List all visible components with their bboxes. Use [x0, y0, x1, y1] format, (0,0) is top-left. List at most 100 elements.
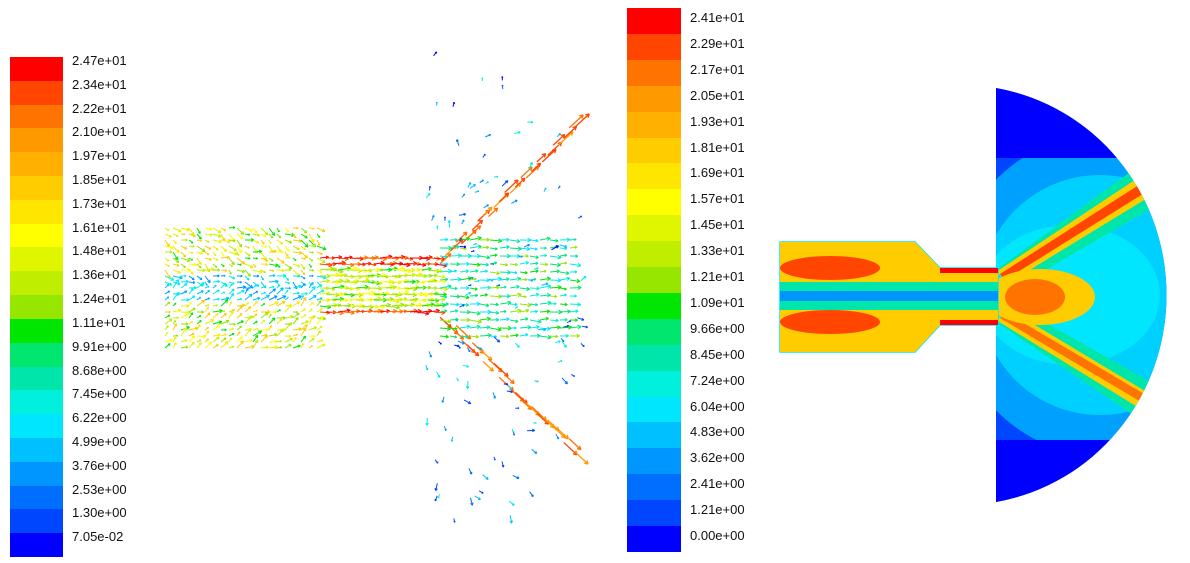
velocity-vector-head — [169, 251, 173, 254]
velocity-vector — [164, 318, 173, 325]
velocity-vector-head — [476, 324, 481, 327]
velocity-vector-head — [467, 276, 472, 279]
velocity-vector-head — [335, 272, 340, 276]
velocity-vector-head — [546, 292, 551, 296]
legend-swatch — [627, 85, 681, 113]
velocity-vector — [204, 227, 213, 230]
velocity-vector-head — [411, 269, 416, 273]
velocity-vector — [569, 310, 579, 313]
velocity-vector — [212, 336, 220, 343]
legend-label: 2.41e+01 — [690, 10, 745, 25]
velocity-vector — [331, 304, 341, 307]
velocity-vector — [549, 286, 562, 289]
velocity-vector — [397, 291, 409, 295]
velocity-vector-head — [577, 262, 582, 266]
velocity-vector-head — [389, 296, 394, 300]
velocity-vector — [449, 254, 462, 257]
velocity-vector-head — [298, 345, 301, 348]
velocity-vector-head — [516, 241, 521, 244]
velocity-vector-head — [547, 302, 552, 306]
velocity-vector-head — [536, 166, 540, 171]
velocity-vector-head — [506, 192, 510, 197]
velocity-vector — [489, 271, 500, 275]
velocity-vector-head — [547, 334, 552, 339]
velocity-vector-head — [185, 339, 188, 342]
velocity-vector — [164, 245, 174, 249]
velocity-vector-head — [514, 264, 518, 267]
velocity-vector — [268, 333, 278, 337]
velocity-vector-head — [248, 234, 250, 236]
velocity-vector-head — [497, 276, 502, 279]
velocity-vector-head — [475, 270, 479, 273]
velocity-vector-head — [217, 280, 220, 284]
velocity-vector — [220, 233, 226, 242]
velocity-vector — [292, 285, 302, 289]
velocity-vector-head — [311, 345, 313, 348]
velocity-vector-head — [358, 276, 363, 280]
velocity-vector — [415, 311, 430, 315]
velocity-vector-head — [288, 269, 291, 272]
velocity-vector-head — [232, 309, 235, 312]
velocity-vector-head — [486, 257, 490, 260]
velocity-vector-head — [486, 239, 490, 242]
velocity-vector-head — [193, 307, 196, 311]
velocity-vector-head — [532, 429, 535, 433]
velocity-vector-head — [480, 220, 484, 225]
velocity-vector — [284, 343, 292, 349]
velocity-vector-head — [272, 270, 275, 272]
velocity-vector — [549, 335, 559, 338]
velocity-vector-head — [226, 341, 229, 345]
velocity-vector-head — [269, 242, 272, 245]
legend-swatch — [10, 176, 63, 201]
velocity-vector-head — [256, 328, 259, 331]
velocity-vector — [188, 312, 194, 319]
velocity-vector-head — [474, 184, 476, 187]
velocity-vector — [343, 287, 353, 290]
velocity-vector-head — [170, 247, 174, 250]
velocity-vector — [397, 310, 407, 313]
velocity-vector-head — [317, 243, 321, 246]
velocity-vector-head — [295, 334, 298, 337]
velocity-vector-head — [278, 250, 282, 253]
velocity-vector — [580, 275, 587, 282]
velocity-vector-head — [305, 324, 308, 328]
velocity-vector-head — [199, 297, 202, 299]
velocity-vector-head — [574, 246, 578, 249]
velocity-vector — [519, 271, 528, 274]
velocity-vector-head — [454, 336, 457, 339]
velocity-vector-head — [306, 320, 309, 324]
velocity-vector-head — [535, 270, 539, 273]
velocity-vector — [551, 245, 559, 251]
velocity-vector-head — [477, 310, 481, 315]
velocity-vector-head — [572, 453, 578, 456]
velocity-vector-head — [232, 333, 235, 336]
velocity-vector-head — [381, 306, 386, 310]
velocity-vector-head — [441, 276, 446, 279]
velocity-vector-head — [538, 163, 542, 168]
legend-label: 1.21e+01 — [690, 269, 745, 285]
velocity-vector — [519, 333, 529, 337]
velocity-vector-head — [454, 239, 458, 242]
velocity-vector-head — [353, 266, 358, 269]
velocity-vector — [244, 293, 253, 301]
velocity-vector — [409, 310, 422, 313]
velocity-vector-head — [535, 422, 537, 424]
velocity-vector-head — [256, 275, 260, 278]
velocity-vector-head — [256, 301, 258, 304]
velocity-vector-head — [470, 284, 472, 287]
velocity-vector — [188, 295, 196, 301]
legend-swatch — [627, 189, 681, 216]
velocity-vector-head — [444, 256, 448, 259]
velocity-vector-head — [545, 317, 549, 321]
velocity-vector — [489, 239, 502, 242]
velocity-vector — [252, 297, 261, 301]
velocity-vector-head — [517, 407, 520, 410]
velocity-vector — [439, 238, 448, 241]
velocity-vector-head — [395, 294, 400, 298]
velocity-vector — [489, 303, 499, 306]
velocity-vector — [379, 304, 391, 307]
velocity-vector-head — [216, 313, 219, 317]
velocity-vector-head — [577, 302, 581, 306]
velocity-vector-head — [406, 288, 411, 292]
velocity-vector — [509, 500, 515, 506]
